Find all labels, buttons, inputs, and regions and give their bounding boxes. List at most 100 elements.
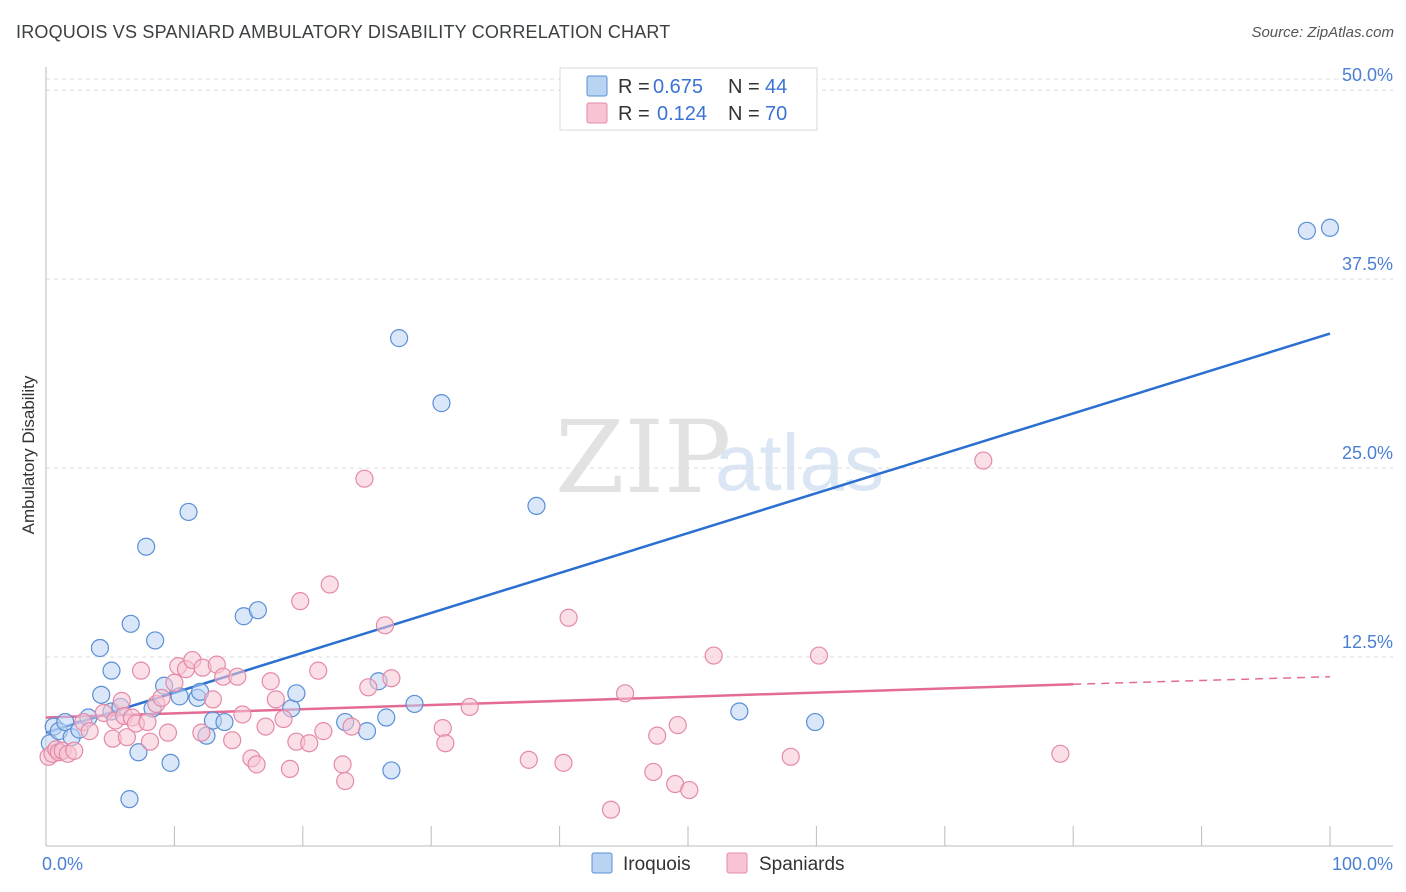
data-point-spaniards (203, 690, 223, 709)
data-point-spaniards (152, 688, 171, 707)
data-point-spaniards (256, 717, 275, 736)
y-axis-label: Ambulatory Disability (19, 375, 38, 534)
data-point-spaniards (359, 678, 378, 697)
data-point-spaniards (559, 608, 578, 627)
data-point-spaniards (112, 691, 131, 710)
data-point-spaniards (554, 753, 573, 772)
data-point-spaniards (314, 722, 333, 741)
data-point-spaniards (436, 734, 455, 753)
data-point-spaniards (233, 705, 252, 724)
watermark-zip: ZIP (555, 399, 731, 516)
data-point-spaniards (165, 673, 184, 692)
axes (45, 67, 1393, 847)
legend-n-value-iroquois: 44 (765, 76, 787, 98)
data-point-spaniards (680, 780, 699, 800)
trend-line-iroquois (45, 332, 1331, 734)
trend-line-spaniards (45, 683, 1074, 719)
trend-lines (45, 332, 1331, 734)
data-points (39, 218, 1340, 819)
data-point-spaniards (519, 750, 538, 769)
data-point-spaniards (336, 771, 355, 791)
bottom-legend-label-iroquois: Iroquois (623, 854, 691, 875)
data-point-spaniards (704, 646, 723, 665)
y-tick-label: 12.5% (1342, 632, 1393, 652)
source-label: Source: ZipAtlas.com (1251, 24, 1394, 41)
data-point-iroquois (120, 790, 139, 809)
data-point-spaniards (974, 451, 993, 470)
data-point-spaniards (382, 669, 401, 688)
data-point-spaniards (668, 715, 687, 735)
data-point-spaniards (223, 731, 242, 750)
data-point-spaniards (342, 717, 361, 736)
data-point-iroquois (90, 638, 110, 658)
data-point-spaniards (80, 722, 99, 741)
data-point-spaniards (266, 690, 285, 709)
y-tick-label: 37.5% (1342, 254, 1393, 274)
legend-r-value-iroquois: 0.675 (653, 76, 703, 98)
data-point-spaniards (615, 684, 635, 703)
data-point-spaniards (300, 734, 319, 753)
legend-box: R = 0.675 N = 44 R = 0.124 N = 70 (559, 67, 818, 131)
data-point-spaniards (1051, 744, 1070, 763)
data-point-iroquois (121, 614, 140, 633)
data-point-spaniards (140, 732, 160, 751)
data-point-iroquois (730, 702, 749, 721)
grid-lines (46, 78, 1393, 658)
legend-n-label-spaniards: N = (728, 103, 760, 125)
data-point-iroquois (56, 712, 75, 732)
x-tick-label-end: 100.0% (1332, 854, 1393, 874)
data-point-iroquois (161, 753, 180, 772)
data-point-iroquois (287, 684, 306, 703)
data-point-iroquois (248, 601, 267, 620)
data-point-spaniards (309, 661, 328, 680)
data-point-spaniards (228, 667, 247, 686)
data-point-spaniards (117, 728, 136, 747)
data-point-spaniards (644, 762, 663, 782)
data-point-spaniards (280, 759, 300, 779)
legend-n-label-iroquois: N = (728, 76, 760, 98)
data-point-spaniards (809, 646, 829, 665)
data-point-spaniards (375, 616, 395, 635)
data-point-iroquois (146, 631, 165, 650)
data-point-iroquois (215, 712, 234, 732)
data-point-iroquois (179, 502, 198, 522)
data-point-spaniards (131, 661, 151, 680)
data-point-iroquois (377, 708, 396, 727)
data-point-iroquois (1297, 221, 1316, 240)
data-point-iroquois (382, 761, 401, 780)
data-point-iroquois (1320, 218, 1340, 237)
bottom-legend-label-spaniards: Spaniards (759, 854, 845, 875)
data-point-spaniards (138, 712, 157, 732)
x-tick-label-start: 0.0% (42, 854, 83, 874)
data-point-iroquois (137, 537, 156, 556)
data-point-spaniards (158, 723, 178, 742)
data-point-spaniards (247, 755, 266, 774)
data-point-spaniards (460, 697, 479, 717)
y-tick-label: 25.0% (1342, 443, 1393, 463)
data-point-spaniards (333, 755, 352, 774)
data-point-iroquois (129, 743, 148, 762)
data-point-spaniards (192, 723, 211, 742)
data-point-iroquois (432, 394, 451, 413)
legend-r-value-spaniards: 0.124 (657, 103, 707, 125)
chart-title: IROQUOIS VS SPANIARD AMBULATORY DISABILI… (16, 22, 671, 42)
data-point-spaniards (433, 718, 452, 738)
data-point-spaniards (261, 672, 280, 691)
data-point-iroquois (357, 722, 377, 741)
data-point-spaniards (291, 592, 310, 611)
watermark-atlas: atlas (715, 418, 884, 507)
legend-n-value-spaniards: 70 (765, 103, 787, 125)
data-point-spaniards (65, 741, 84, 760)
bottom-legend-swatch-iroquois (591, 852, 613, 874)
data-point-iroquois (806, 712, 825, 732)
legend-r-label-spaniards: R = (618, 103, 650, 125)
data-point-iroquois (527, 496, 546, 516)
bottom-legend: Iroquois Spaniards (591, 852, 845, 875)
y-tick-label: 50.0% (1342, 65, 1393, 85)
bottom-legend-swatch-spaniards (726, 852, 748, 874)
data-point-spaniards (781, 747, 800, 766)
tick-labels: 12.5% 25.0% 37.5% 50.0% 0.0% 100.0% (42, 65, 1393, 874)
data-point-iroquois (390, 329, 409, 348)
data-point-spaniards (274, 709, 293, 729)
